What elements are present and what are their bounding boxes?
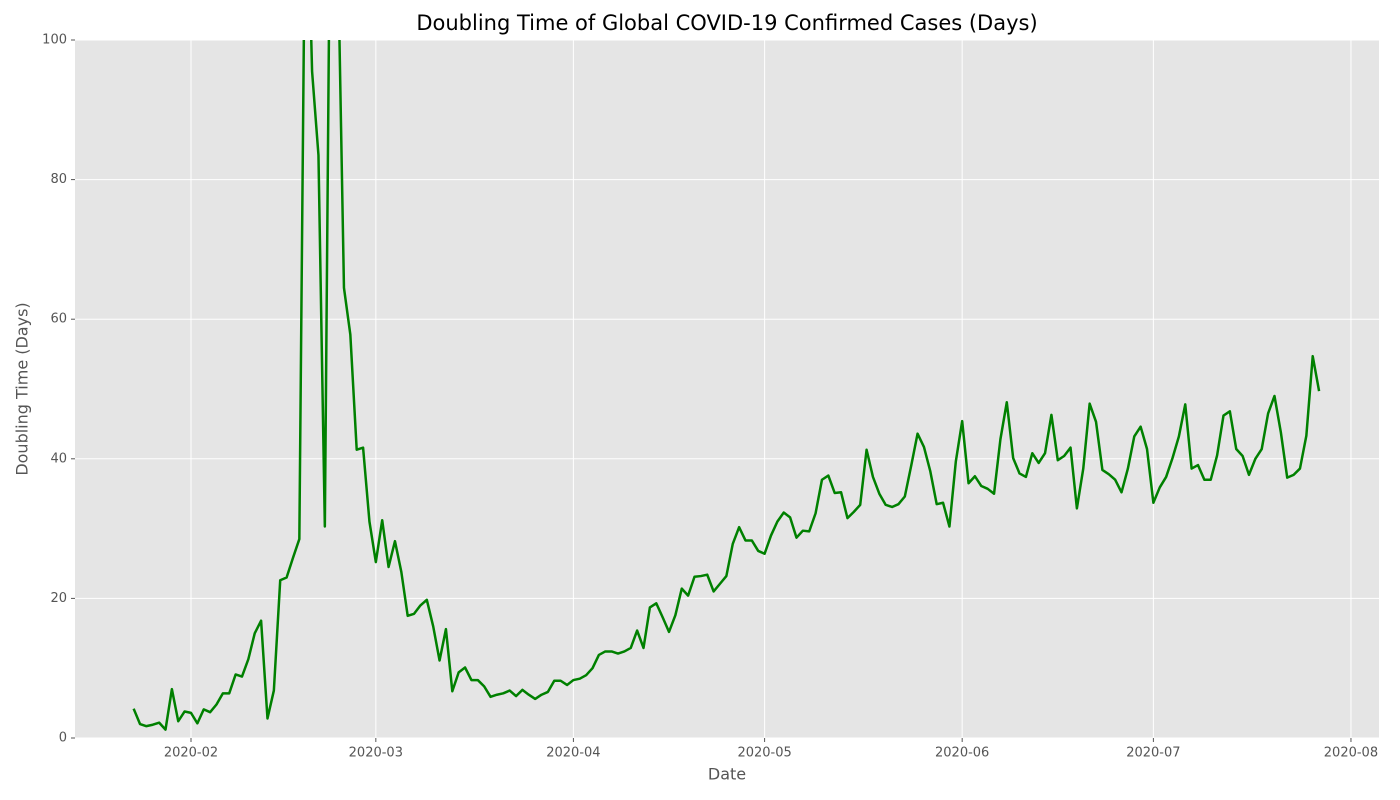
x-tick-label: 2020-06 [935, 746, 989, 761]
x-tick-label: 2020-02 [164, 746, 218, 761]
x-tick-label: 2020-03 [349, 746, 403, 761]
x-axis-label: Date [708, 765, 746, 784]
data-line [132, 40, 1321, 731]
y-axis-label: Doubling Time (Days) [13, 302, 32, 475]
x-tick-label: 2020-05 [737, 746, 791, 761]
x-tick-label: 2020-08 [1324, 746, 1378, 761]
y-tick-label: 80 [50, 172, 67, 187]
x-tick-label: 2020-07 [1126, 746, 1180, 761]
plot-area [75, 40, 1379, 738]
y-tick-label: 100 [42, 33, 67, 48]
y-tick-label: 20 [50, 591, 67, 606]
y-tick-label: 60 [50, 312, 67, 327]
y-tick-label: 40 [50, 451, 67, 466]
chart-title: Doubling Time of Global COVID-19 Confirm… [416, 11, 1037, 35]
x-tick-label: 2020-04 [546, 746, 600, 761]
y-tick-label: 0 [59, 731, 67, 746]
